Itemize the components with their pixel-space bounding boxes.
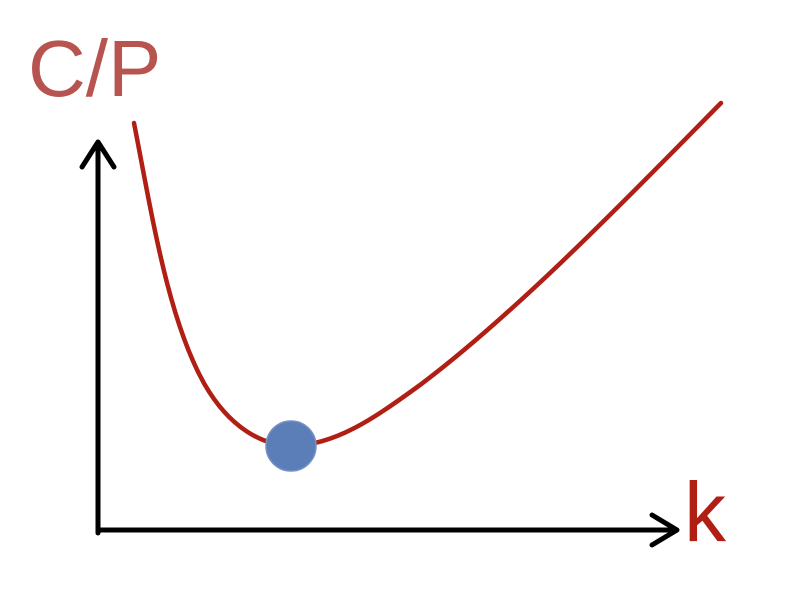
x-axis-label: k — [684, 465, 727, 559]
cost-curve — [131, 100, 724, 449]
y-axis-arrowhead — [79, 139, 117, 170]
minimum-point-marker — [265, 420, 317, 472]
y-axis-label: C/P — [28, 24, 161, 113]
x-axis-arrowhead — [649, 512, 680, 548]
